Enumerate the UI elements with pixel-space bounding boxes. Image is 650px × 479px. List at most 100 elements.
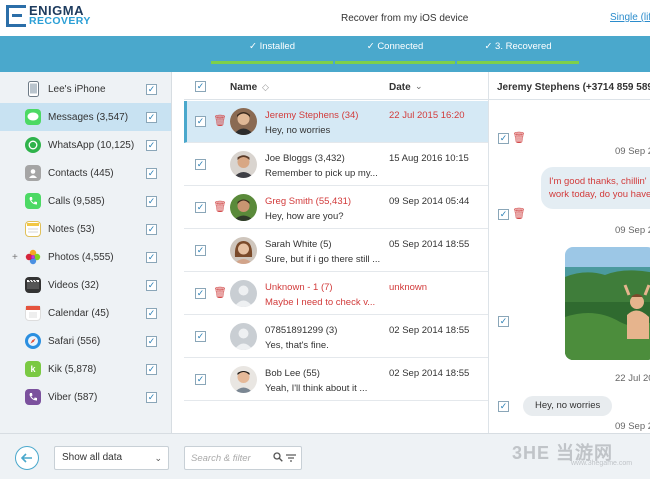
message-date: 05 Sep 2014 18:55 <box>389 239 470 250</box>
logo-mark-icon <box>6 5 26 27</box>
calls-icon <box>25 193 41 209</box>
videos-icon <box>25 277 41 293</box>
table-row[interactable]: ✓ 07851891299 (3) Yes, that's fine. 02 S… <box>184 316 488 358</box>
message-checkbox[interactable]: ✓ <box>498 133 509 144</box>
table-row[interactable]: ✓ Joe Bloggs (3,432) Remember to pick up… <box>184 144 488 186</box>
sidebar-item-device[interactable]: Lee's iPhone ✓ <box>0 75 171 103</box>
search-input[interactable] <box>191 451 269 466</box>
row-checkbox[interactable]: ✓ <box>195 245 206 256</box>
notes-checkbox[interactable]: ✓ <box>146 223 157 235</box>
step-recovered: ✓ 3. Recovered <box>457 41 579 64</box>
trash-icon[interactable]: 🗑 <box>213 201 227 213</box>
message-checkbox[interactable]: ✓ <box>498 316 509 327</box>
calendar-checkbox[interactable]: ✓ <box>146 307 157 319</box>
outgoing-message-bubble: I'm good thanks, chillin' ; work today, … <box>541 167 650 209</box>
back-button[interactable] <box>15 446 39 470</box>
notes-icon <box>25 221 41 237</box>
sidebar-item-label: Calendar (45) <box>48 307 110 319</box>
contact-name: Greg Smith (55,431) <box>265 196 352 207</box>
message-checkbox[interactable]: ✓ <box>498 209 509 220</box>
search-icon[interactable] <box>273 452 283 462</box>
default-avatar-icon <box>230 323 257 350</box>
message-snippet: Maybe I need to check v... <box>265 297 376 308</box>
sidebar-item-label: Lee's iPhone <box>48 83 106 95</box>
filter-icon[interactable] <box>285 452 297 464</box>
sidebar-item-messages[interactable]: Messages (3,547) ✓ <box>0 103 171 131</box>
column-header-name[interactable]: Name <box>230 82 258 93</box>
sidebar-item-whatsapp[interactable]: WhatsApp (10,125) ✓ <box>0 131 171 159</box>
table-row[interactable]: ✓ Bob Lee (55) Yeah, I'll think about it… <box>184 359 488 401</box>
sidebar-item-videos[interactable]: Videos (32) ✓ <box>0 271 171 299</box>
message-date: 02 Sep 2014 18:55 <box>389 325 470 336</box>
avatar <box>230 151 257 178</box>
message-snippet: Remember to pick up my... <box>265 168 378 179</box>
message-date: unknown <box>389 282 428 293</box>
conversation-pane: Jeremy Stephens (+3714 859 589) ✓ 🗑 09 S… <box>489 72 650 433</box>
device-checkbox[interactable]: ✓ <box>146 83 157 95</box>
message-snippet: Hey, no worries <box>265 125 331 136</box>
logo-line2: RECOVERY <box>29 15 91 27</box>
avatar <box>230 194 257 221</box>
row-checkbox[interactable]: ✓ <box>195 159 206 170</box>
sidebar-item-viber[interactable]: Viber (587) ✓ <box>0 383 171 411</box>
message-snippet: Sure, but if i go there still ... <box>265 254 381 265</box>
safari-checkbox[interactable]: ✓ <box>146 335 157 347</box>
sort-icon[interactable]: ◇ <box>262 82 269 92</box>
trash-icon[interactable]: 🗑 <box>512 132 526 144</box>
photo-attachment[interactable] <box>565 247 650 360</box>
table-row[interactable]: ✓ 🗑 Greg Smith (55,431) Hey, how are you… <box>184 187 488 229</box>
expand-icon[interactable]: + <box>12 251 18 263</box>
row-checkbox[interactable]: ✓ <box>195 374 206 385</box>
table-row[interactable]: ✓ 🗑 Unknown - 1 (7) Maybe I need to chec… <box>184 273 488 315</box>
viber-icon <box>25 389 41 405</box>
contact-name: 07851891299 (3) <box>265 325 338 336</box>
sidebar-item-calls[interactable]: Calls (9,585) ✓ <box>0 187 171 215</box>
messages-checkbox[interactable]: ✓ <box>146 111 157 123</box>
sidebar-item-notes[interactable]: Notes (53) ✓ <box>0 215 171 243</box>
photos-checkbox[interactable]: ✓ <box>146 251 157 263</box>
data-filter-select[interactable]: Show all data ⌄ <box>54 446 169 470</box>
column-header-date[interactable]: Date <box>389 82 411 93</box>
sidebar-item-photos[interactable]: + Photos (4,555) ✓ <box>0 243 171 271</box>
trash-icon[interactable]: 🗑 <box>512 208 526 220</box>
calls-checkbox[interactable]: ✓ <box>146 195 157 207</box>
contact-name: Bob Lee (55) <box>265 368 320 379</box>
contacts-checkbox[interactable]: ✓ <box>146 167 157 179</box>
sidebar-item-kik[interactable]: k Kik (5,878) ✓ <box>0 355 171 383</box>
table-row[interactable]: ✓ Sarah White (5) Sure, but if i go ther… <box>184 230 488 272</box>
page-title: Recover from my iOS device <box>341 13 469 24</box>
trash-icon[interactable]: 🗑 <box>213 115 227 127</box>
avatar <box>230 237 257 264</box>
videos-checkbox[interactable]: ✓ <box>146 279 157 291</box>
row-checkbox[interactable]: ✓ <box>195 116 206 127</box>
row-checkbox[interactable]: ✓ <box>195 288 206 299</box>
avatar <box>230 366 257 393</box>
message-date: 09 Sep 2 <box>615 225 650 236</box>
row-checkbox[interactable]: ✓ <box>195 331 206 342</box>
license-link[interactable]: Single (life <box>610 12 650 23</box>
message-checkbox[interactable]: ✓ <box>498 401 509 412</box>
search-box[interactable] <box>184 446 302 470</box>
message-snippet: Hey, how are you? <box>265 211 344 222</box>
table-row[interactable]: ✓ 🗑 Jeremy Stephens (34) Hey, no worries… <box>184 101 488 143</box>
kik-checkbox[interactable]: ✓ <box>146 363 157 375</box>
watermark-url: www.3hegame.com <box>571 460 633 467</box>
sidebar-item-safari[interactable]: Safari (556) ✓ <box>0 327 171 355</box>
sidebar-item-contacts[interactable]: Contacts (445) ✓ <box>0 159 171 187</box>
sidebar-item-label: Kik (5,878) <box>48 363 97 375</box>
sidebar-item-label: Messages (3,547) <box>48 111 129 123</box>
photos-icon <box>25 249 41 265</box>
sidebar-item-label: Notes (53) <box>48 223 95 235</box>
whatsapp-checkbox[interactable]: ✓ <box>146 139 157 151</box>
enigma-logo: ENIGMA RECOVERY <box>6 4 91 27</box>
trash-icon[interactable]: 🗑 <box>213 287 227 299</box>
chevron-down-icon[interactable]: ⌄ <box>415 81 423 91</box>
sidebar-item-label: Viber (587) <box>48 391 98 403</box>
sidebar-item-calendar[interactable]: Calendar (45) ✓ <box>0 299 171 327</box>
viber-checkbox[interactable]: ✓ <box>146 391 157 403</box>
iphone-icon <box>25 81 41 97</box>
sidebar-item-label: Safari (556) <box>48 335 101 347</box>
select-all-checkbox[interactable]: ✓ <box>195 81 206 92</box>
row-checkbox[interactable]: ✓ <box>195 202 206 213</box>
messages-icon <box>25 109 41 125</box>
